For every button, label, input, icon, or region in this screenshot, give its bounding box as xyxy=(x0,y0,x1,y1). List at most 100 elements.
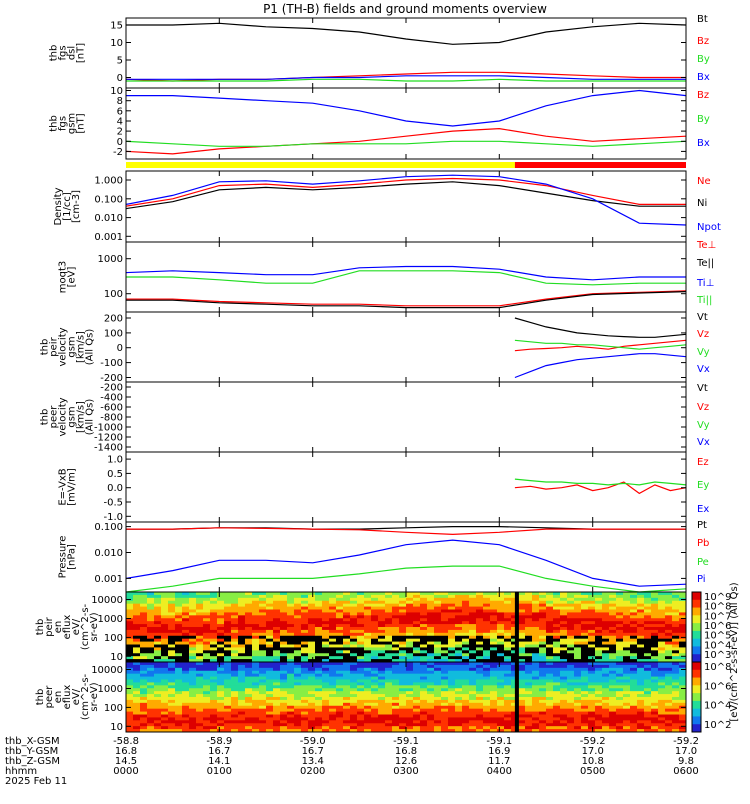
axis-row-value: 0200 xyxy=(300,766,325,777)
spectrogram-cell xyxy=(336,641,344,645)
y-tick-label: 10000 xyxy=(91,665,123,676)
spectrogram-cell xyxy=(189,691,197,695)
spectrogram-cell xyxy=(441,664,449,669)
spectrogram-cell xyxy=(238,723,246,727)
spectrogram-cell xyxy=(210,679,218,683)
spectrogram-cell xyxy=(413,618,421,622)
spectrogram-cell xyxy=(574,632,582,637)
spectrogram-cell xyxy=(420,729,428,733)
spectrogram-cell xyxy=(301,673,309,677)
spectrogram-cell xyxy=(399,644,407,648)
spectrogram-cell xyxy=(623,664,631,669)
spectrogram-cell xyxy=(574,699,582,704)
spectrogram-cell xyxy=(161,699,169,704)
spectrogram-cell xyxy=(469,592,477,596)
spectrogram-cell xyxy=(189,670,197,675)
spectrogram-cell xyxy=(301,627,309,631)
spectrogram-cell xyxy=(532,600,540,605)
spectrogram-cell xyxy=(560,650,568,654)
spectrogram-cell xyxy=(665,638,673,642)
spectrogram-cell xyxy=(301,726,309,730)
spectrogram-cell xyxy=(231,624,239,628)
spectrogram-cell xyxy=(441,667,449,672)
spectrogram-cell xyxy=(413,682,421,686)
spectrogram-cell xyxy=(357,691,365,695)
spectrogram-cell xyxy=(434,621,442,625)
spectrogram-cell xyxy=(553,670,561,675)
spectrogram-cell xyxy=(231,723,239,727)
spectrogram-cell xyxy=(539,697,547,701)
spectrogram-cell xyxy=(574,650,582,654)
spectrogram-cell xyxy=(196,726,204,730)
spectrogram-cell xyxy=(273,694,281,698)
spectrogram-cell xyxy=(434,682,442,686)
spectrogram-cell xyxy=(252,659,260,663)
spectrogram-cell xyxy=(413,702,421,707)
spectrogram-cell xyxy=(609,664,617,669)
spectrogram-cell xyxy=(644,662,652,666)
spectrogram-cell xyxy=(252,662,260,666)
y-tick-label: -1.0 xyxy=(103,512,123,523)
axis-row-label: thb_X-GSM xyxy=(5,736,60,747)
spectrogram-cell xyxy=(168,714,176,718)
spectrogram-cell xyxy=(147,638,155,642)
spectrogram-cell xyxy=(616,635,624,640)
spectrogram-cell xyxy=(273,688,281,692)
spectrogram-cell xyxy=(301,650,309,654)
spectrogram-cell xyxy=(217,612,225,616)
spectrogram-cell xyxy=(238,691,246,695)
spectrogram-cell xyxy=(280,641,288,645)
spectrogram-cell xyxy=(504,632,512,637)
spectrogram-cell xyxy=(224,597,232,602)
spectrogram-cell xyxy=(350,627,358,631)
spectrogram-cell xyxy=(588,641,596,645)
spectrogram-cell xyxy=(196,638,204,642)
spectrogram-cell xyxy=(560,705,568,710)
spectrogram-cell xyxy=(273,632,281,637)
spectrogram-cell xyxy=(385,697,393,701)
spectrogram-cell xyxy=(147,705,155,710)
spectrogram-cell xyxy=(644,653,652,657)
spectrogram-cell xyxy=(259,723,267,727)
spectrogram-cell xyxy=(322,621,330,625)
spectrogram-cell xyxy=(252,714,260,718)
spectrogram-cell xyxy=(273,600,281,605)
colorbar-tick-label: 10^6 xyxy=(704,681,731,692)
spectrogram-cell xyxy=(595,618,603,622)
spectrogram-cell xyxy=(238,621,246,625)
spectrogram-cell xyxy=(679,600,687,605)
spectrogram-cell xyxy=(385,688,393,692)
spectrogram-cell xyxy=(434,600,442,605)
spectrogram-cell xyxy=(252,592,260,596)
spectrogram-cell xyxy=(539,597,547,602)
spectrogram-cell xyxy=(210,714,218,718)
spectrogram-cell xyxy=(350,659,358,663)
y-tick-label: 0.001 xyxy=(94,574,123,585)
spectrogram-cell xyxy=(602,679,610,683)
spectrogram-cell xyxy=(441,644,449,648)
spectrogram-cell xyxy=(665,670,673,675)
spectrogram-cell xyxy=(469,612,477,616)
y-axis-label: eflux xyxy=(62,685,73,710)
spectrogram-cell xyxy=(196,597,204,602)
spectrogram-cell xyxy=(525,685,533,689)
spectrogram-cell xyxy=(469,662,477,666)
spectrogram-cell xyxy=(476,723,484,727)
spectrogram-cell xyxy=(532,694,540,698)
spectrogram-cell xyxy=(665,729,673,733)
spectrogram-cell xyxy=(273,726,281,730)
spectrogram-cell xyxy=(336,667,344,672)
spectrogram-cell xyxy=(266,688,274,692)
spectrogram-cell xyxy=(385,650,393,654)
spectrogram-cell xyxy=(371,618,379,622)
spectrogram-cell xyxy=(231,673,239,677)
spectrogram-cell xyxy=(224,638,232,642)
spectrogram-cell xyxy=(469,659,477,663)
axis-row-value: 0100 xyxy=(207,766,232,777)
spectrogram-cell xyxy=(539,647,547,651)
spectrogram-cell xyxy=(357,667,365,672)
spectrogram-cell xyxy=(490,720,498,724)
spectrogram-cell xyxy=(259,618,267,622)
spectrogram-cell xyxy=(399,612,407,616)
spectrogram-cell xyxy=(546,629,554,634)
